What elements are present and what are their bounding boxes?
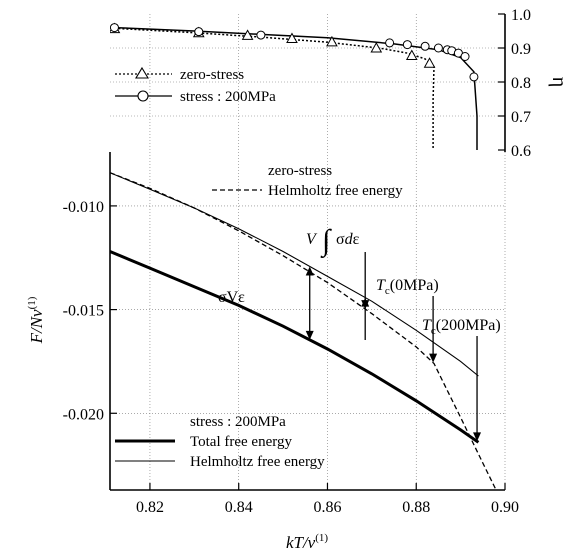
circle-marker-0 bbox=[110, 23, 119, 33]
circle-marker-4 bbox=[402, 40, 412, 50]
legend-stress-title: stress : 200MPa bbox=[190, 414, 286, 430]
triangle-marker-2 bbox=[241, 29, 254, 40]
svg-text:V: V bbox=[306, 231, 318, 248]
top-series-line-1 bbox=[114, 26, 478, 150]
x-tick-label-1: 0.84 bbox=[225, 499, 253, 516]
triangle-marker-6 bbox=[405, 49, 418, 60]
bottom-legend-stress: stress : 200MPa Total free energy Helmho… bbox=[115, 414, 325, 470]
top-markers bbox=[110, 22, 479, 82]
annotation-tc-200mpa: Tc(200MPa) bbox=[422, 317, 501, 337]
arrow-tc200-head bbox=[473, 432, 482, 442]
bottom-series bbox=[110, 172, 497, 490]
right-y-tick-label-4: 1.0 bbox=[511, 7, 531, 24]
circle-marker-5 bbox=[420, 41, 430, 51]
legend-total-label: Total free energy bbox=[190, 434, 292, 450]
y-axis-label-free-energy: F/Nv(1) bbox=[26, 296, 46, 344]
arrow-sigma-down-head bbox=[305, 330, 314, 340]
triangle-marker-3 bbox=[286, 32, 298, 43]
legend-circle-icon bbox=[137, 90, 149, 102]
annotation-integral: V ∫ σdε bbox=[306, 224, 360, 259]
left-y-tick-label-0: -0.020 bbox=[63, 406, 104, 423]
right-y-tick-label-1: 0.7 bbox=[511, 109, 531, 126]
triangle-marker-5 bbox=[370, 41, 383, 53]
x-tick-label-2: 0.86 bbox=[313, 499, 341, 516]
triangle-marker-7 bbox=[423, 57, 436, 68]
left-y-tick-label-1: -0.015 bbox=[63, 303, 104, 320]
ticks: 0.82 0.84 0.86 0.88 0.90 -0.020 -0.015 -0.010 0.… bbox=[63, 7, 531, 516]
top-series-line-0 bbox=[114, 27, 435, 150]
circle-marker-2 bbox=[256, 30, 266, 40]
svg-text:σdε: σdε bbox=[336, 231, 360, 248]
arrow-integral-up-head bbox=[361, 297, 370, 307]
legend-zero-stress-title: zero-stress bbox=[268, 163, 332, 179]
bottom-legend-zero-stress: zero-stress Helmholtz free energy bbox=[212, 163, 403, 199]
bottom-series-line-2 bbox=[110, 172, 479, 377]
arrow-tc0-head bbox=[429, 353, 438, 363]
x-tick-label-3: 0.88 bbox=[402, 499, 430, 516]
annotation-tc-0mpa: Tc(0MPa) bbox=[376, 277, 439, 297]
x-axis-label: kT/v(1) bbox=[286, 532, 328, 552]
legend-zero-stress-label: zero-stress bbox=[180, 67, 244, 83]
svg-text:∫: ∫ bbox=[320, 224, 332, 259]
bottom-series-line-1 bbox=[110, 250, 480, 444]
legend-triangle-icon bbox=[135, 66, 149, 79]
annotation-arrows bbox=[305, 252, 482, 442]
right-y-tick-label-3: 0.9 bbox=[511, 41, 531, 58]
right-y-tick-label-0: 0.6 bbox=[511, 143, 531, 160]
top-series bbox=[114, 26, 478, 150]
legend-helmholtz-zero-label: Helmholtz free energy bbox=[268, 183, 403, 199]
bottom-grid bbox=[110, 152, 506, 490]
circle-marker-10 bbox=[460, 52, 470, 61]
legend-helmholtz-stress-label: Helmholtz free energy bbox=[190, 454, 325, 470]
left-y-tick-label-2: -0.010 bbox=[63, 199, 104, 216]
circle-marker-11 bbox=[469, 72, 479, 82]
top-legend: zero-stress stress : 200MPa bbox=[115, 66, 276, 105]
circle-marker-1 bbox=[194, 27, 204, 37]
x-tick-label-4: 0.90 bbox=[491, 499, 519, 516]
annotation-sigma-v-epsilon: σVε bbox=[218, 289, 245, 306]
x-tick-label-0: 0.82 bbox=[136, 499, 164, 516]
legend-stress-label: stress : 200MPa bbox=[180, 89, 276, 105]
triangle-marker-4 bbox=[326, 35, 338, 47]
top-grid bbox=[110, 14, 506, 150]
y-axis-label-eta: η bbox=[548, 77, 570, 87]
right-y-tick-label-2: 0.8 bbox=[511, 75, 531, 92]
arrow-sigma-up-head bbox=[305, 266, 314, 276]
circle-marker-3 bbox=[385, 38, 395, 48]
circle-marker-6 bbox=[433, 43, 443, 53]
